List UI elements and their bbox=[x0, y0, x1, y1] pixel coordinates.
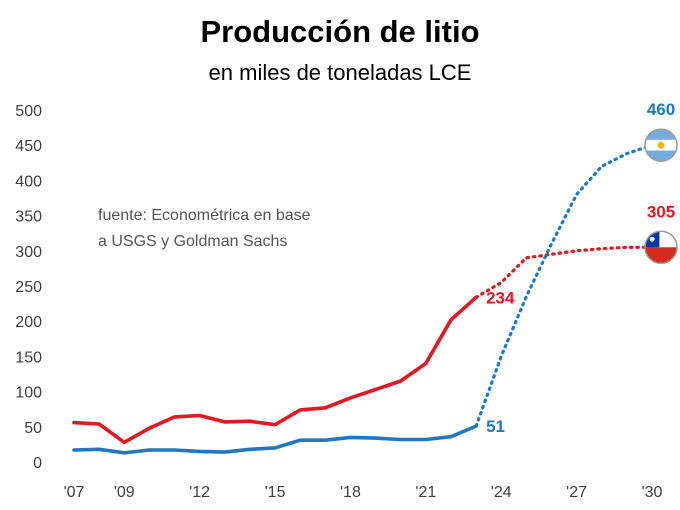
y-tick-label: 300 bbox=[15, 244, 42, 261]
x-tick-label: '15 bbox=[265, 484, 286, 501]
chile-projection-value-label: 305 bbox=[647, 202, 675, 221]
chile-flag-icon bbox=[644, 230, 678, 265]
x-tick-label: '30 bbox=[642, 484, 663, 501]
chart-subtitle: en miles de toneladas LCE bbox=[208, 60, 472, 85]
chart-title: Producción de litio bbox=[200, 14, 480, 49]
y-tick-label: 200 bbox=[15, 314, 42, 331]
y-tick-label: 450 bbox=[15, 138, 42, 155]
argentina-flag-icon bbox=[644, 128, 678, 162]
y-tick-label: 150 bbox=[15, 349, 42, 366]
y-tick-label: 100 bbox=[15, 385, 42, 402]
source-note-line-2: a USGS y Goldman Sachs bbox=[98, 233, 288, 250]
x-tick-label: '09 bbox=[114, 484, 135, 501]
argentina-current-value-label: 51 bbox=[486, 417, 505, 436]
y-tick-label: 350 bbox=[15, 209, 42, 226]
y-tick-label: 250 bbox=[15, 279, 42, 296]
x-tick-label: '18 bbox=[340, 484, 361, 501]
argentina-projection-line bbox=[474, 143, 654, 428]
y-tick-label: 50 bbox=[24, 420, 42, 437]
chile-actual-line bbox=[72, 295, 478, 445]
argentina-actual-line bbox=[72, 424, 478, 455]
y-tick-label: 500 bbox=[15, 103, 42, 120]
source-note: fuente: Econométrica en base a USGS y Go… bbox=[98, 203, 311, 255]
source-note-line-1: fuente: Econométrica en base bbox=[98, 207, 311, 224]
x-tick-label: '27 bbox=[566, 484, 587, 501]
x-tick-label: '07 bbox=[64, 484, 85, 501]
chile-current-value-label: 234 bbox=[486, 288, 515, 307]
argentina-projection-value-label: 460 bbox=[647, 100, 675, 119]
chile-projection-line bbox=[474, 245, 654, 299]
y-tick-label: 400 bbox=[15, 173, 42, 190]
x-tick-label: '24 bbox=[491, 484, 512, 501]
x-tick-label: '21 bbox=[415, 484, 436, 501]
y-tick-label: 0 bbox=[33, 455, 42, 472]
x-tick-label: '12 bbox=[189, 484, 210, 501]
